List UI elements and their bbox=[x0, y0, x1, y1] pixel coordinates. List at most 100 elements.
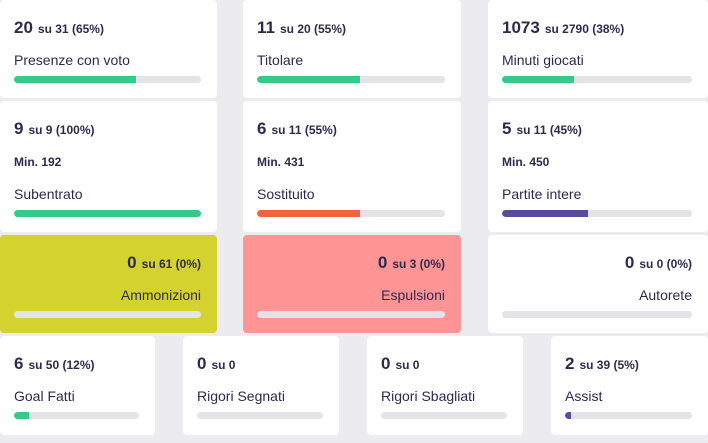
progress-fill bbox=[257, 76, 361, 83]
stat-number: 1073 bbox=[502, 18, 540, 37]
stat-card: 0 su 0 Rigori Sbagliati bbox=[367, 336, 523, 435]
progress-track bbox=[257, 210, 445, 217]
stat-label-line: Goal Fatti bbox=[14, 388, 139, 404]
stat-label: Espulsioni bbox=[381, 287, 445, 303]
progress-track bbox=[257, 76, 445, 83]
stat-total: su 20 (55%) bbox=[279, 22, 347, 36]
stat-total: su 39 (5%) bbox=[579, 358, 639, 372]
stat-card: 0 su 0 (0%) Autorete bbox=[488, 235, 708, 333]
stat-label-line: Rigori Segnati bbox=[197, 388, 323, 404]
stat-value: 6 su 50 (12%) bbox=[14, 354, 139, 374]
stat-value: 5 su 11 (45%) bbox=[502, 119, 692, 139]
stat-number: 5 bbox=[502, 119, 512, 138]
stat-label: Titolare bbox=[257, 52, 304, 68]
stat-label-line: Minuti giocati bbox=[502, 52, 692, 68]
progress-track bbox=[381, 412, 507, 419]
progress-fill bbox=[14, 210, 201, 217]
progress-fill bbox=[502, 76, 575, 83]
progress-track bbox=[257, 311, 445, 318]
stat-number: 0 bbox=[377, 253, 388, 272]
stat-card: 0 su 3 (0%) Espulsioni bbox=[243, 235, 461, 333]
stat-label-line: Assist bbox=[565, 388, 692, 404]
stat-label: Subentrato bbox=[14, 186, 83, 202]
stat-label-line: Rigori Sbagliati bbox=[381, 388, 507, 404]
stat-label: Rigori Sbagliati bbox=[381, 388, 476, 404]
stat-card: 20 su 31 (65%) Presenze con voto bbox=[0, 0, 217, 98]
progress-track bbox=[14, 412, 139, 419]
stat-label-line: Ammonizioni bbox=[14, 287, 201, 303]
stat-number: 2 bbox=[565, 354, 575, 373]
stat-card: 6 su 50 (12%) Goal Fatti bbox=[0, 336, 155, 435]
stat-card: 0 su 61 (0%) Ammonizioni bbox=[0, 235, 217, 333]
stat-label-line: Subentrato bbox=[14, 186, 201, 202]
stat-card: 11 su 20 (55%) Titolare bbox=[243, 0, 461, 98]
stat-value: 0 su 0 bbox=[381, 354, 507, 374]
stat-total: su 11 (45%) bbox=[516, 123, 582, 137]
stat-label: Presenze con voto bbox=[14, 52, 130, 68]
stat-card: 1073 su 2790 (38%) Minuti giocati bbox=[488, 0, 708, 98]
stat-total: su 2790 (38%) bbox=[544, 22, 625, 36]
progress-fill bbox=[565, 412, 572, 419]
stat-value: 0 su 3 (0%) bbox=[257, 253, 445, 273]
stat-total: su 9 (100%) bbox=[28, 123, 95, 137]
stat-label: Ammonizioni bbox=[120, 287, 201, 303]
stat-number: 0 bbox=[197, 354, 207, 373]
stat-value: 0 su 0 bbox=[197, 354, 323, 374]
stat-value: 6 su 11 (55%) bbox=[257, 119, 445, 139]
progress-track bbox=[565, 412, 692, 419]
stat-label: Partite intere bbox=[502, 186, 582, 202]
progress-track bbox=[197, 412, 323, 419]
progress-track bbox=[14, 210, 201, 217]
stat-label: Minuti giocati bbox=[502, 52, 584, 68]
progress-track bbox=[502, 76, 692, 83]
stat-label: Rigori Segnati bbox=[197, 388, 285, 404]
stat-value: 1073 su 2790 (38%) bbox=[502, 18, 692, 38]
stat-card: 2 su 39 (5%) Assist bbox=[551, 336, 708, 435]
stat-label: Assist bbox=[565, 388, 603, 404]
stat-number: 11 bbox=[257, 18, 275, 37]
stat-label-line: Autorete bbox=[502, 287, 692, 303]
stat-value: 0 su 0 (0%) bbox=[502, 253, 692, 273]
stat-total: su 31 (65%) bbox=[37, 22, 104, 36]
stat-label: Autorete bbox=[639, 287, 692, 303]
stat-label-line: Presenze con voto bbox=[14, 52, 201, 68]
minutes: Min. 192 bbox=[14, 155, 62, 169]
minutes: Min. 450 bbox=[502, 155, 550, 169]
progress-track bbox=[502, 210, 692, 217]
minutes: Min. 431 bbox=[257, 155, 305, 169]
stat-total: su 0 bbox=[395, 358, 420, 372]
stat-card: 6 su 11 (55%) Min. 431 Sostituito bbox=[243, 101, 461, 232]
stat-value: 2 su 39 (5%) bbox=[565, 354, 692, 374]
stat-number: 6 bbox=[257, 119, 267, 138]
stat-number: 0 bbox=[381, 354, 391, 373]
stat-label-line: Titolare bbox=[257, 52, 445, 68]
progress-track bbox=[14, 76, 201, 83]
progress-track bbox=[14, 311, 201, 318]
progress-fill bbox=[14, 412, 29, 419]
stat-label: Goal Fatti bbox=[14, 388, 75, 404]
stat-number: 0 bbox=[127, 253, 137, 272]
stat-total: su 61 (0%) bbox=[141, 257, 201, 271]
minutes-line: Min. 450 bbox=[502, 155, 692, 169]
stat-total: su 3 (0%) bbox=[392, 257, 445, 271]
stat-value: 0 su 61 (0%) bbox=[14, 253, 201, 273]
stat-number: 0 bbox=[624, 253, 635, 272]
stat-total: su 50 (12%) bbox=[28, 358, 95, 372]
stat-value: 11 su 20 (55%) bbox=[257, 18, 445, 38]
stat-card: 9 su 9 (100%) Min. 192 Subentrato bbox=[0, 101, 217, 232]
stat-label-line: Espulsioni bbox=[257, 287, 445, 303]
stat-total: su 0 bbox=[211, 358, 236, 372]
stat-total: su 0 (0%) bbox=[639, 257, 692, 271]
progress-fill bbox=[257, 210, 361, 217]
stat-label-line: Partite intere bbox=[502, 186, 692, 202]
stat-card: 0 su 0 Rigori Segnati bbox=[183, 336, 339, 435]
minutes-line: Min. 192 bbox=[14, 155, 201, 169]
stat-card: 5 su 11 (45%) Min. 450 Partite intere bbox=[488, 101, 708, 232]
progress-fill bbox=[502, 210, 588, 217]
progress-fill bbox=[14, 76, 136, 83]
stat-value: 20 su 31 (65%) bbox=[14, 18, 201, 38]
stat-number: 20 bbox=[14, 18, 33, 37]
stat-label: Sostituito bbox=[257, 186, 315, 202]
progress-track bbox=[502, 311, 692, 318]
